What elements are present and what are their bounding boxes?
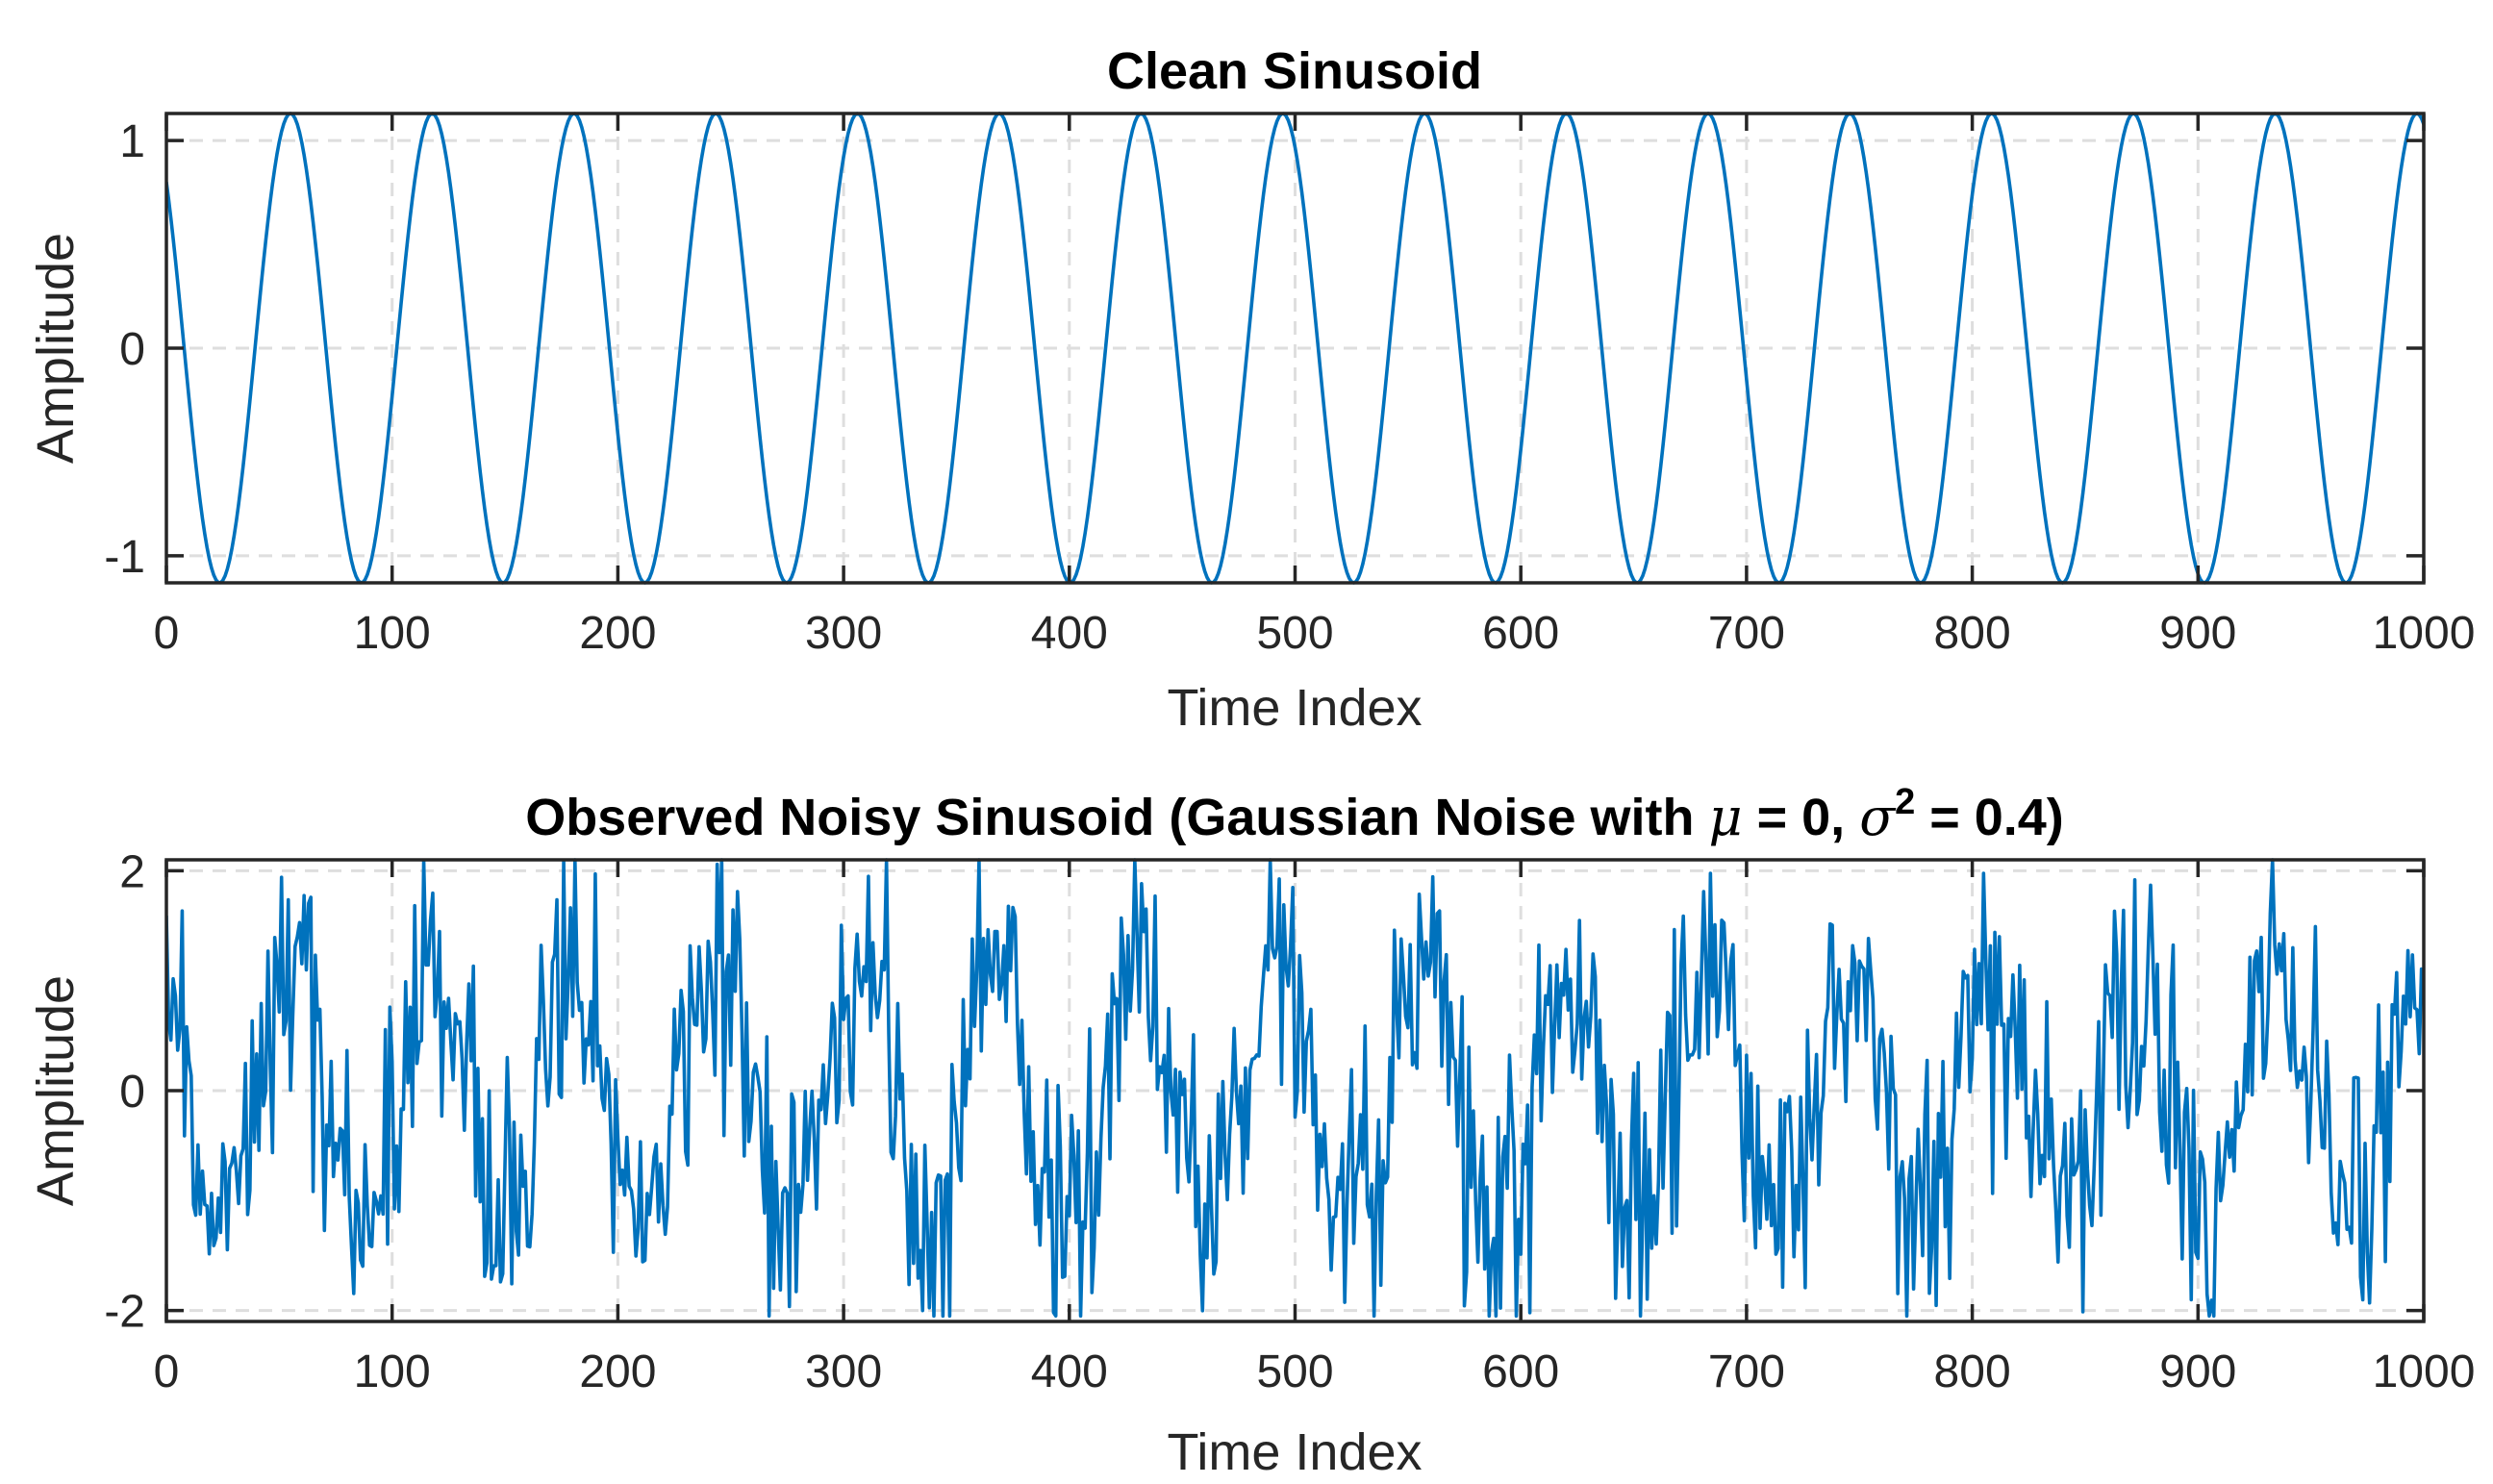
y-tick-labels-top: -1 0 1 — [104, 116, 145, 583]
y-tick-label: 2 — [119, 846, 145, 897]
x-tick-label: 200 — [579, 1346, 656, 1397]
chart-clean-sinusoid: 0 100 200 300 400 500 600 700 800 900 1000 -101 Cl… — [27, 42, 2475, 737]
x-tick-label: 500 — [1256, 1346, 1333, 1397]
title-main: Observed Noisy Sinusoid (Gaussian Noise … — [525, 789, 1708, 846]
x-tick-label: 300 — [805, 1346, 882, 1397]
x-axis-label-bottom: Time Index — [1167, 1423, 1422, 1481]
x-tick-label: 300 — [805, 608, 882, 659]
noisy-sinusoid-line — [166, 858, 2424, 1319]
x-tick-label: 0 — [154, 608, 180, 659]
title-sup: 2 — [1895, 782, 1915, 822]
x-tick-label: 800 — [1934, 608, 2011, 659]
x-tick-labels-bottom: 0 100 200 300 400 500 600 700 800 900 1000 — [154, 1346, 2476, 1397]
chart-title-bottom: Observed Noisy Sinusoid (Gaussian Noise … — [525, 782, 2064, 847]
clean-sinusoid-line — [166, 112, 2424, 585]
grid-top — [166, 113, 2424, 583]
x-tick-label: 100 — [354, 1346, 431, 1397]
chart-title-top: Clean Sinusoid — [1107, 42, 1482, 100]
x-tick-label: 800 — [1934, 1346, 2011, 1397]
y-tick-label: -2 — [104, 1287, 145, 1338]
y-axis-label-top: Amplitude — [27, 233, 85, 464]
x-tick-label: 0 — [154, 1346, 180, 1397]
x-tick-label: 700 — [1708, 1346, 1785, 1397]
x-tick-label: 1000 — [2373, 1346, 2476, 1397]
x-tick-label: 200 — [579, 608, 656, 659]
y-tick-label: -1 — [104, 532, 145, 583]
x-tick-label: 1000 — [2373, 608, 2476, 659]
title-mu: μ — [1708, 787, 1742, 847]
y-tick-label: 1 — [119, 116, 145, 167]
chart-noisy-sinusoid: 0 100 200 300 400 500 600 700 800 900 1000 -202 Ob… — [27, 782, 2475, 1481]
y-tick-label: 0 — [119, 1067, 145, 1118]
title-end: = 0.4) — [1915, 789, 2064, 846]
x-tick-label: 400 — [1031, 608, 1108, 659]
title-mid: = 0, — [1743, 789, 1860, 846]
x-tick-label: 700 — [1708, 608, 1785, 659]
y-tick-labels-bottom: -2 0 2 — [104, 846, 145, 1337]
x-tick-label: 600 — [1482, 608, 1559, 659]
x-tick-label: 400 — [1031, 1346, 1108, 1397]
ticks-bottom — [164, 860, 2426, 1321]
x-tick-label: 600 — [1482, 1346, 1559, 1397]
x-tick-labels-top: 0 100 200 300 400 500 600 700 800 900 1000 — [154, 608, 2476, 659]
x-tick-label: 100 — [354, 608, 431, 659]
x-axis-label-top: Time Index — [1167, 679, 1422, 737]
title-sigma: σ — [1859, 787, 1897, 847]
y-tick-label: 0 — [119, 324, 145, 375]
y-axis-label-bottom: Amplitude — [27, 975, 85, 1206]
ticks-top — [164, 113, 2426, 583]
x-tick-label: 900 — [2159, 608, 2236, 659]
x-tick-label: 900 — [2159, 1346, 2236, 1397]
x-tick-label: 500 — [1256, 608, 1333, 659]
